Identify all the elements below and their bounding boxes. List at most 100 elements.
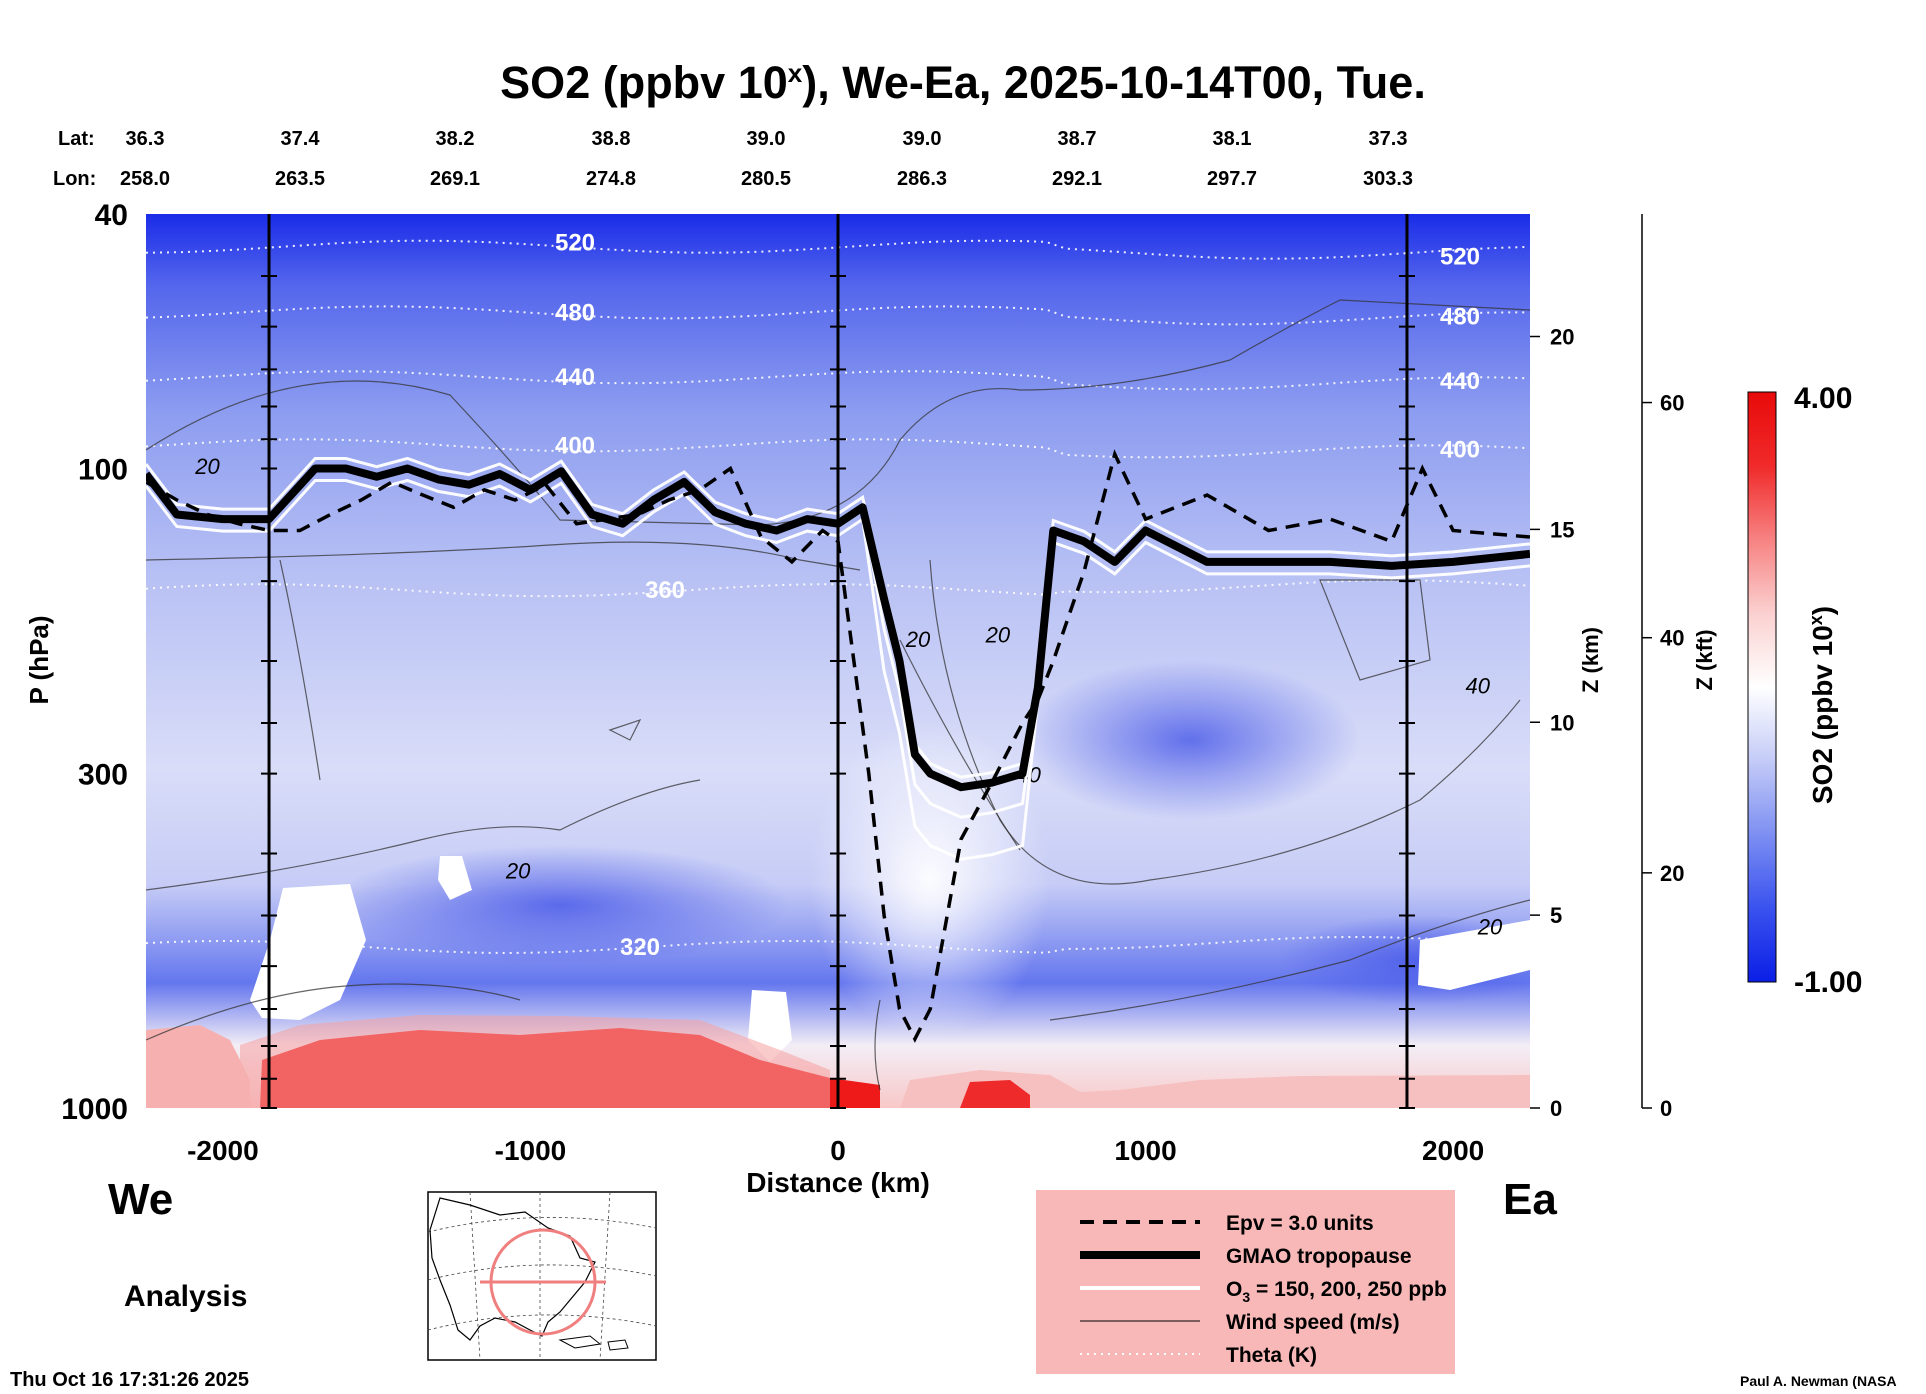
pressure-axis: 40 100 300 1000	[61, 199, 128, 1126]
x-tick-label: 2000	[1422, 1135, 1484, 1166]
wind-speed-label: 20	[985, 622, 1011, 647]
so2-high-region-east	[960, 1080, 1030, 1108]
x-axis-label: Distance (km)	[746, 1167, 930, 1198]
y-tick-label: 40	[95, 199, 128, 232]
lon-value: 280.5	[741, 168, 791, 190]
lon-value: 258.0	[120, 168, 170, 190]
wind-speed-contour	[146, 983, 521, 1041]
legend-label: O3 = 150, 200, 250 ppb	[1226, 1278, 1447, 1305]
lon-value: 274.8	[586, 168, 636, 190]
lat-value: 39.0	[903, 128, 942, 150]
legend: Epv = 3.0 units GMAO tropopause O3 = 150, …	[1036, 1190, 1455, 1374]
colorbar-title: SO2 (ppbv 10x)	[1806, 606, 1838, 804]
z-km-axis-label: Z (km)	[1578, 627, 1603, 693]
wind-speed-contour	[929, 559, 1521, 885]
so2-white-patch	[438, 856, 472, 900]
lat-value: 38.8	[592, 128, 631, 150]
wind-speed-contour	[146, 779, 701, 891]
lat-row-label: Lat:	[58, 128, 95, 150]
z-kft-axis: 0 20 40 60	[1641, 214, 1684, 1121]
wind-speed-contour	[874, 999, 881, 1091]
analysis-label: Analysis	[124, 1280, 247, 1313]
y-tick-label: 100	[78, 453, 128, 486]
theta-contour-label: 440	[1440, 368, 1480, 395]
lon-value: 297.7	[1207, 168, 1257, 190]
plot-area: 520 520 480 480 440 440 400 400 360 320 20 20 20 20 4…	[146, 214, 1530, 1108]
west-label: We	[108, 1175, 173, 1224]
lat-value: 38.7	[1058, 128, 1097, 150]
colorbar-max-label: 4.00	[1794, 382, 1852, 415]
so2-moderate-region-east	[900, 1070, 1530, 1108]
z-km-tick-label: 15	[1550, 517, 1574, 542]
y-tick-label: 300	[78, 759, 128, 792]
theta-contour-label: 440	[555, 364, 595, 391]
legend-label: Epv = 3.0 units	[1226, 1212, 1374, 1235]
chart-title: SO2 (ppbv 10x), We-Ea, 2025-10-14T00, Tu…	[500, 57, 1426, 108]
lon-value: 286.3	[897, 168, 947, 190]
colorbar-scale	[1747, 391, 1777, 983]
z-km-tick-label: 20	[1550, 325, 1574, 350]
wind-speed-contour	[146, 541, 861, 571]
epv-contour	[146, 449, 1530, 1043]
so2-low-blob-east	[1020, 660, 1360, 820]
z-km-tick-label: 10	[1550, 710, 1574, 735]
wind-speed-contour	[899, 639, 1021, 851]
so2-moderate-region	[240, 1015, 830, 1108]
legend-label: Wind speed (m/s)	[1226, 1311, 1400, 1334]
z-km-tick-label: 0	[1550, 1096, 1562, 1121]
theta-contours: 520 520 480 480 440 440 400 400 360 320	[146, 230, 1527, 961]
z-kft-axis-label: Z (kft)	[1692, 629, 1717, 690]
east-label: Ea	[1503, 1175, 1557, 1224]
theta-contour-label: 400	[1440, 436, 1480, 463]
lat-value: 37.3	[1369, 128, 1408, 150]
x-tick-label: -2000	[187, 1135, 259, 1166]
map-islands	[558, 1335, 629, 1351]
wind-speed-label: 20	[905, 627, 931, 652]
inset-map-frame	[427, 1191, 657, 1361]
wind-speed-contour	[279, 559, 321, 781]
distance-axis: -2000 -1000 0 1000 2000	[187, 1135, 1484, 1166]
lat-value: 38.2	[436, 128, 475, 150]
wind-speed-label: 20	[194, 454, 220, 479]
lon-value: 303.3	[1363, 168, 1413, 190]
x-tick-label: 0	[830, 1135, 846, 1166]
ozone-contour	[146, 478, 1530, 861]
z-km-axis: 0 5 10 15 20	[1530, 325, 1574, 1121]
so2-moderate-region-far-west	[146, 1025, 250, 1108]
wind-speed-label: 20	[1477, 914, 1503, 939]
wind-speed-contour	[1049, 899, 1530, 1021]
so2-low-blob-west	[330, 845, 790, 965]
theta-contour-label: 400	[555, 432, 595, 459]
y-tick-label: 1000	[61, 1093, 128, 1126]
theta-contour-label: 520	[1440, 244, 1480, 271]
wind-speed-label: 40	[1465, 674, 1490, 699]
y-axis-label: P (hPa)	[24, 615, 54, 704]
tropopause-line	[146, 464, 1530, 792]
epv-line	[146, 449, 1530, 1043]
lon-value: 263.5	[275, 168, 325, 190]
tropopause-contour	[146, 464, 1530, 792]
lat-value: 39.0	[747, 128, 786, 150]
x-tick-label: 1000	[1114, 1135, 1176, 1166]
ozone-contour	[146, 456, 1530, 779]
lon-row-label: Lon:	[53, 168, 96, 190]
theta-contour-label: 480	[1440, 303, 1480, 330]
z-kft-tick-label: 40	[1660, 626, 1684, 651]
lon-value: 292.1	[1052, 168, 1102, 190]
credit: Paul A. Newman (NASA	[1740, 1373, 1897, 1389]
lat-lon-header: 36.3 37.4 38.2 38.8 39.0 39.0 38.7 38.1 37.3 258.…	[120, 128, 1413, 190]
theta-contour-label: 520	[555, 230, 595, 257]
wind-speed-contour	[146, 299, 1530, 526]
lon-value: 269.1	[430, 168, 480, 190]
map-graticule	[427, 1191, 657, 1361]
theta-contour-label: 360	[645, 577, 685, 604]
timestamp: Thu Oct 16 17:31:26 2025	[10, 1369, 249, 1391]
z-km-tick-label: 5	[1550, 903, 1562, 928]
z-kft-tick-label: 0	[1660, 1096, 1672, 1121]
colorbar-min-label: -1.00	[1794, 966, 1862, 999]
so2-white-patch	[250, 884, 366, 1020]
theta-contour-label: 480	[555, 299, 595, 326]
wind-speed-contour	[1319, 579, 1431, 681]
colorbar: 4.00 -1.00 SO2 (ppbv 10x)	[1747, 382, 1862, 999]
